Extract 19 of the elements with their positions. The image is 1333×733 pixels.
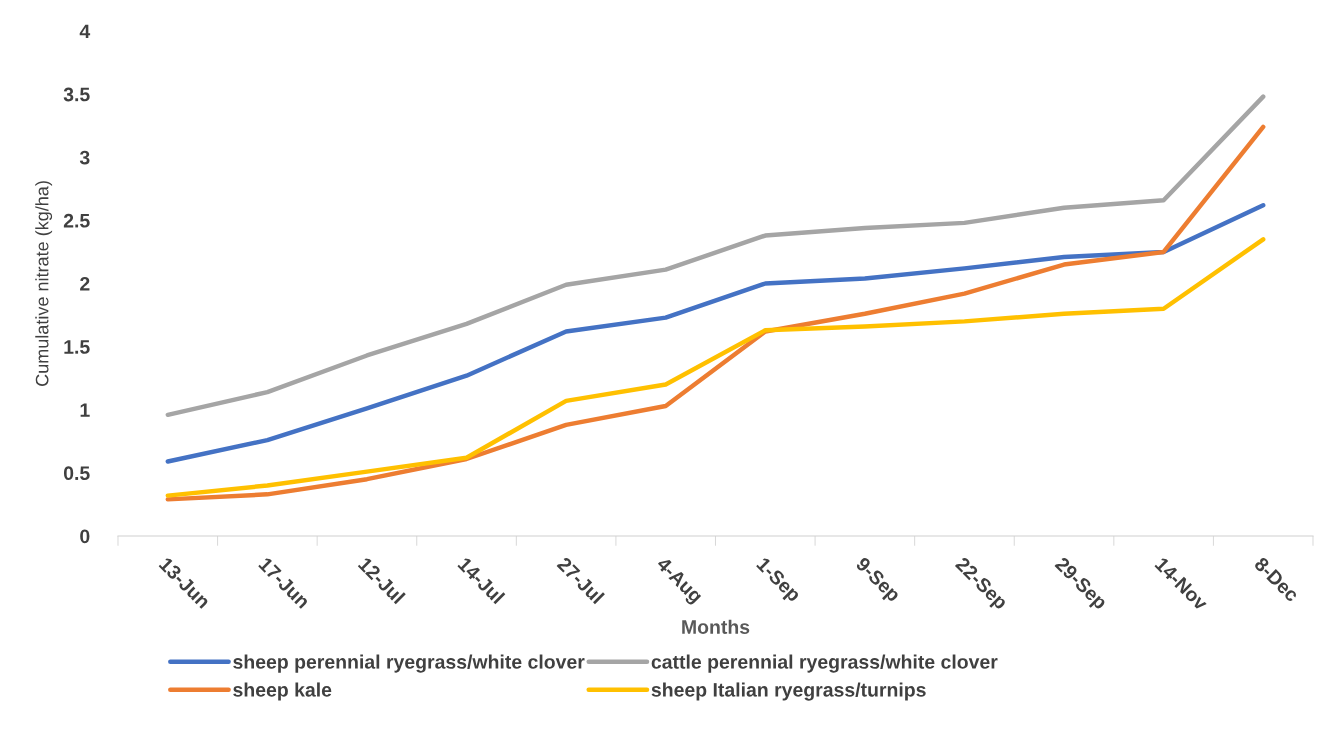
y-tick-label: 0.5 — [63, 466, 90, 481]
y-tick-label: 1.5 — [64, 340, 90, 354]
legend-label: sheep kale — [233, 682, 332, 701]
x-axis-title: Months — [682, 619, 750, 634]
y-tick-label: 4 — [79, 24, 91, 39]
y-tick-label: 3 — [79, 150, 90, 165]
legend-label: sheep Italian ryegrass/turnips — [651, 682, 926, 701]
line-series — [165, 203, 1266, 464]
y-tick-label: 0 — [80, 529, 90, 544]
y-tick-label: 2.5 — [63, 213, 90, 228]
y-axis-title: Cumulative nitrate (kg/ha) — [35, 181, 53, 386]
legend-label: sheep perennial ryegrass/white clover — [233, 654, 585, 673]
y-tick-label: 2 — [80, 276, 90, 291]
y-tick-label: 1 — [80, 403, 90, 417]
legend-label: cattle perennial ryegrass/white clover — [651, 654, 998, 673]
line-series — [165, 237, 1266, 498]
line-series — [165, 124, 1266, 502]
y-tick-label: 3.5 — [63, 87, 90, 102]
line-series — [165, 94, 1266, 418]
